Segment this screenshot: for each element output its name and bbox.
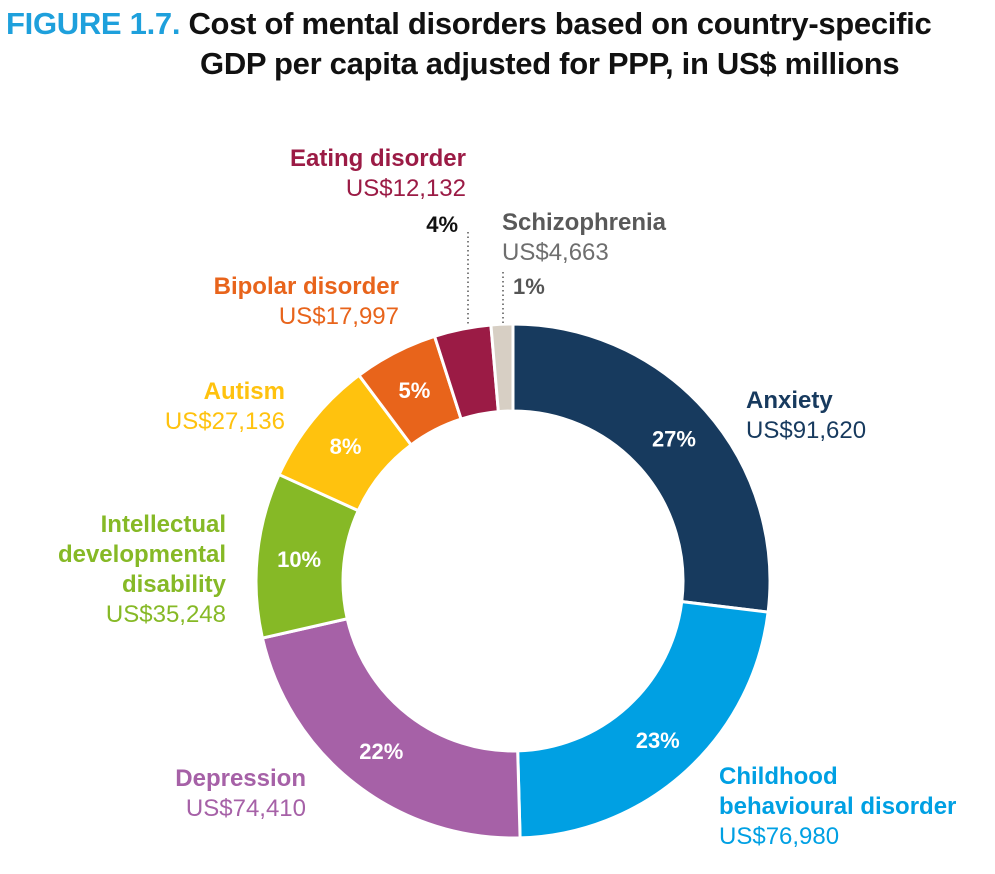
label-bipolar-disorder: Bipolar disorder — [214, 273, 399, 300]
label-childhood-behavioural-disorder: Childhood behavioural disorder — [719, 763, 956, 820]
label-intellectual-developmental-disability: Intellectual developmental disability — [58, 511, 227, 598]
value-label-eating-disorder: US$12,132 — [346, 175, 466, 202]
value-label-depression: US$74,410 — [186, 795, 306, 822]
pct-label-intellectual-developmental-disability: 10% — [277, 547, 321, 572]
label-eating-disorder: Eating disorder — [290, 145, 466, 172]
pct-label-bipolar-disorder: 5% — [399, 378, 431, 403]
pct-label-eating-disorder: 4% — [426, 212, 458, 237]
pct-label-anxiety: 27% — [652, 426, 696, 451]
label-anxiety: Anxiety — [746, 387, 833, 414]
value-label-autism: US$27,136 — [165, 408, 285, 435]
value-label-anxiety: US$91,620 — [746, 417, 866, 444]
value-label-schizophrenia: US$4,663 — [502, 239, 609, 266]
slice-schizophrenia — [489, 322, 515, 414]
label-depression: Depression — [175, 765, 306, 792]
slice-anxiety — [511, 322, 772, 614]
title-line-1: Cost of mental disorders based on countr… — [188, 6, 932, 41]
pct-label-childhood-behavioural-disorder: 23% — [636, 728, 680, 753]
label-autism: Autism — [204, 378, 285, 405]
slice-childhood-behavioural-disorder — [516, 599, 770, 840]
pct-label-schizophrenia: 1% — [513, 274, 545, 299]
figure-label: FIGURE 1.7. — [6, 6, 181, 41]
value-label-intellectual-developmental-disability: US$35,248 — [106, 601, 226, 628]
pct-label-depression: 22% — [359, 739, 403, 764]
slice-depression — [260, 616, 522, 840]
chart-title: FIGURE 1.7. Cost of mental disorders bas… — [6, 4, 991, 84]
value-label-bipolar-disorder: US$17,997 — [279, 303, 399, 330]
value-label-childhood-behavioural-disorder: US$76,980 — [719, 823, 839, 850]
title-line-2: GDP per capita adjusted for PPP, in US$ … — [200, 46, 900, 81]
pct-label-autism: 8% — [330, 434, 362, 459]
label-schizophrenia: Schizophrenia — [502, 209, 667, 236]
